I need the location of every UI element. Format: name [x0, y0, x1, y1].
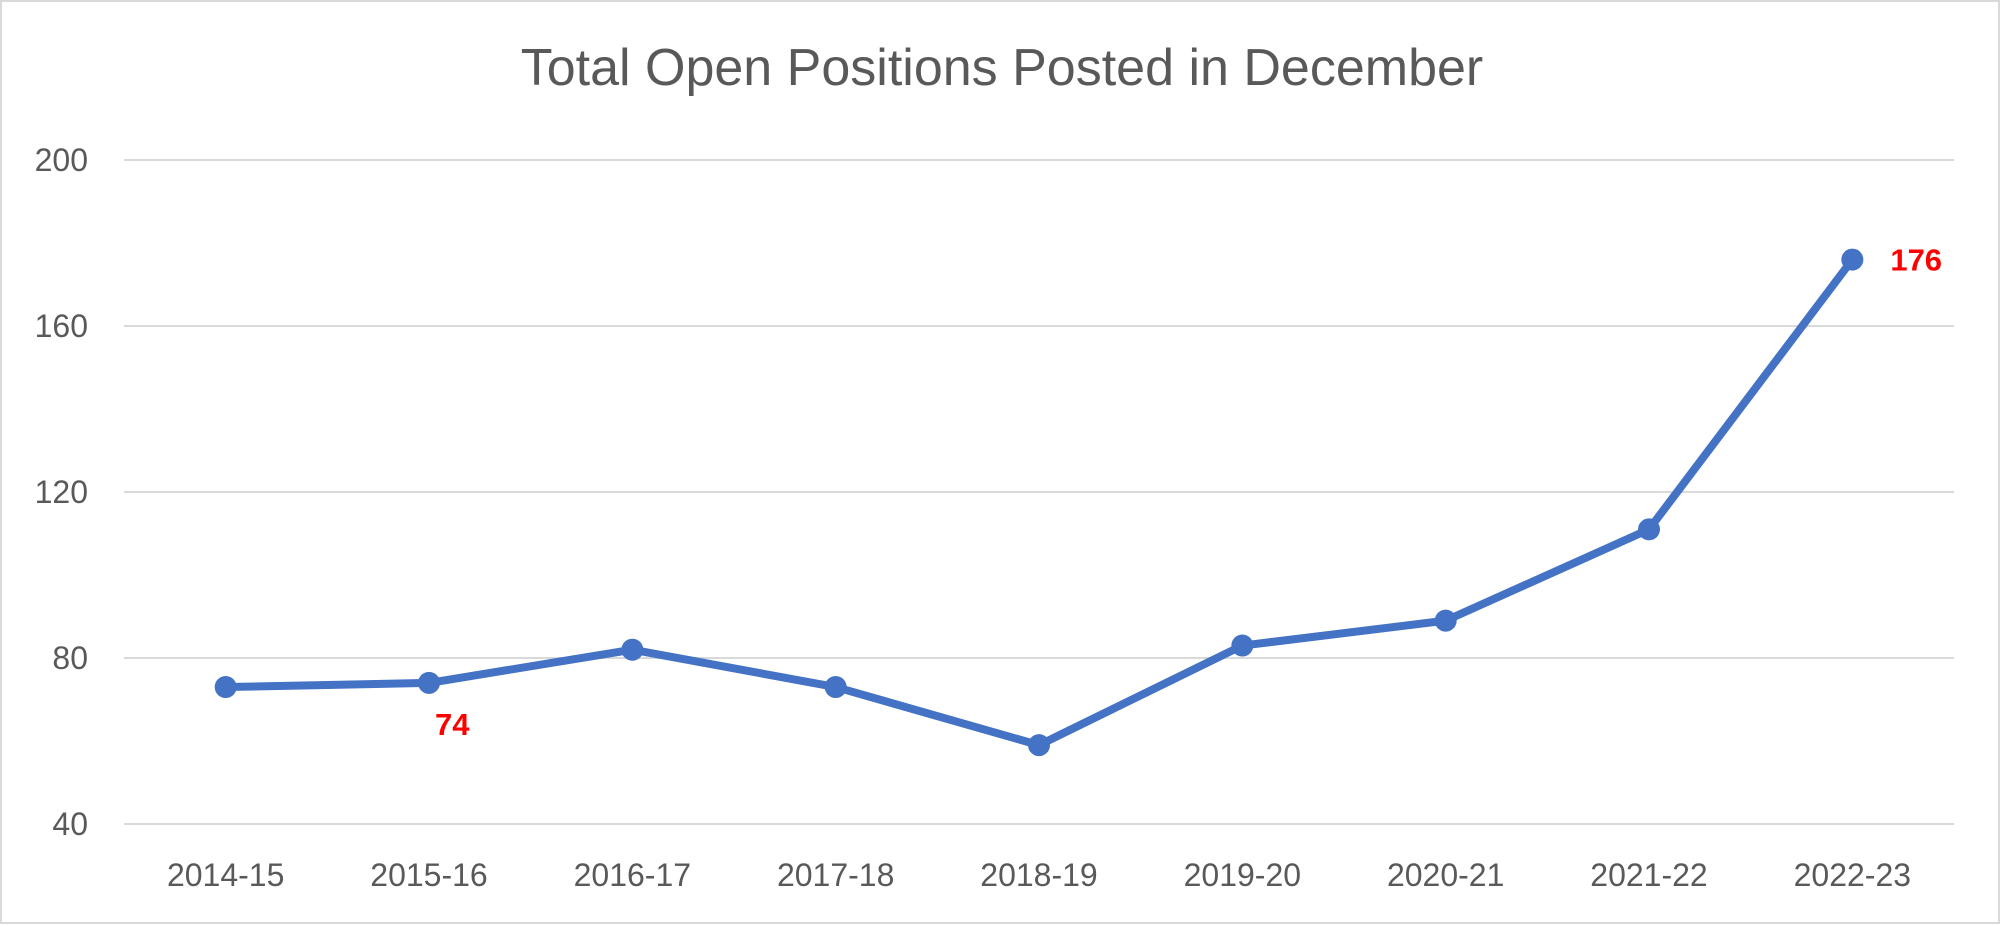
x-tick-label: 2017-18	[777, 857, 894, 893]
x-tick-label: 2018-19	[980, 857, 1097, 893]
x-axis-ticks: 2014-15 2015-16 2016-17 2017-18 2018-19 2019-…	[167, 857, 1911, 893]
data-point	[1028, 734, 1050, 757]
y-tick-label: 160	[35, 308, 88, 344]
y-axis-ticks: 40 80 120 160 200	[35, 142, 88, 842]
x-tick-label: 2014-15	[167, 857, 284, 893]
x-tick-label: 2020-21	[1387, 857, 1504, 893]
data-labels: 74 176	[435, 243, 1942, 742]
series-layer	[214, 248, 1864, 757]
data-point	[824, 676, 847, 699]
y-tick-label: 40	[52, 806, 88, 842]
data-label: 74	[435, 707, 470, 742]
chart-title: Total Open Positions Posted in December	[520, 39, 1484, 97]
gridlines	[124, 159, 1954, 825]
y-tick-label: 200	[35, 142, 88, 178]
x-tick-label: 2021-22	[1590, 857, 1707, 893]
y-tick-label: 80	[52, 640, 88, 676]
data-point	[1841, 248, 1864, 271]
data-point	[621, 638, 644, 661]
x-tick-label: 2022-23	[1794, 857, 1911, 893]
x-tick-label: 2019-20	[1184, 857, 1301, 893]
data-point	[1434, 609, 1457, 632]
series-line	[221, 255, 1857, 750]
data-point	[1231, 634, 1254, 657]
data-point	[418, 671, 440, 694]
data-point	[214, 676, 237, 699]
x-tick-label: 2015-16	[370, 857, 487, 893]
data-point	[1638, 518, 1660, 541]
data-label: 176	[1890, 243, 1942, 278]
y-tick-label: 120	[35, 474, 88, 510]
x-tick-label: 2016-17	[574, 857, 691, 893]
